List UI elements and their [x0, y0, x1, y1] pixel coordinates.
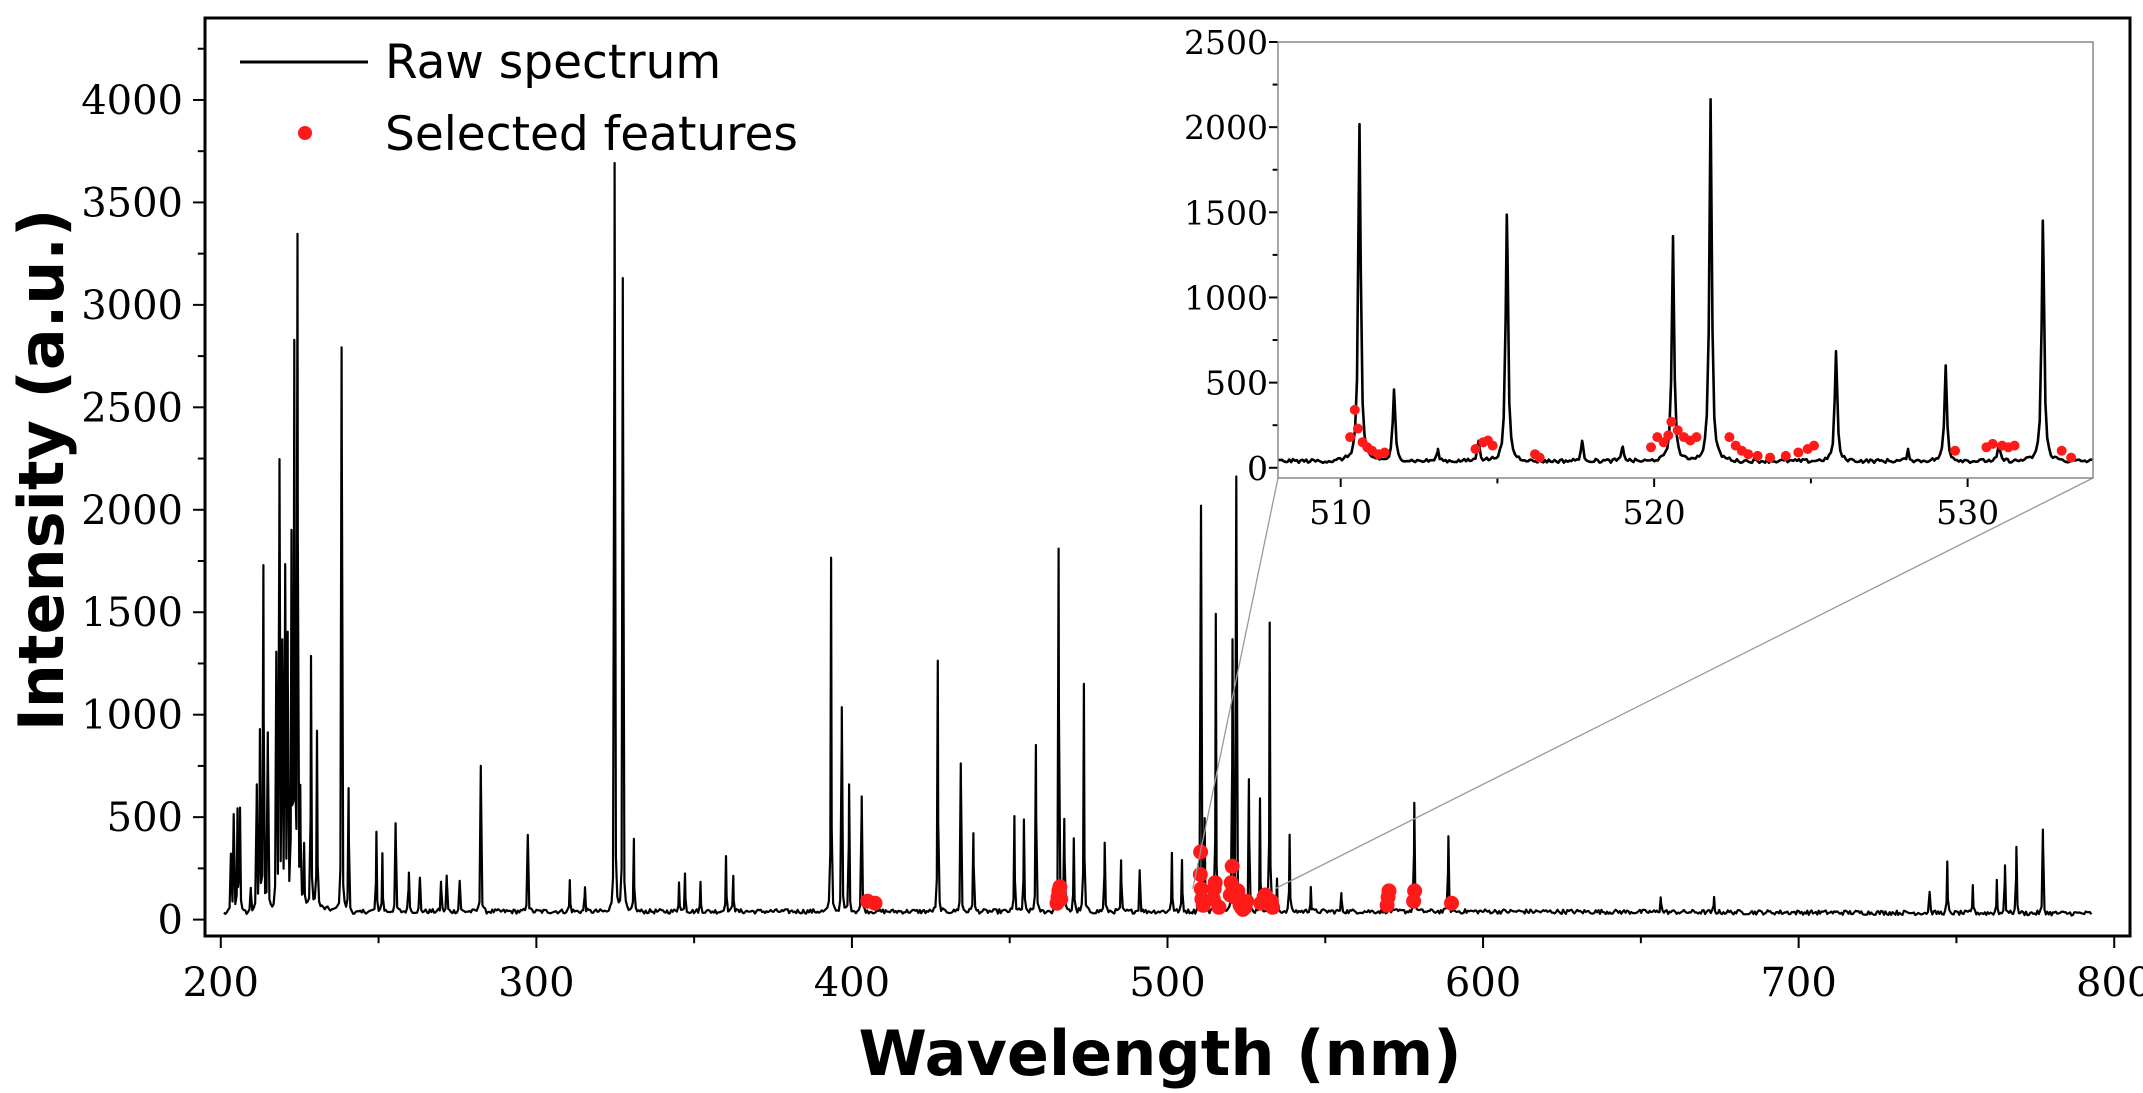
selected-feature-point — [2009, 440, 2020, 451]
x-tick-label: 700 — [1760, 960, 1836, 1006]
selected-feature-point — [1345, 432, 1356, 443]
selected-feature-point — [1407, 883, 1423, 899]
y-tick-label: 3500 — [81, 180, 183, 226]
selected-feature-point — [1691, 432, 1702, 443]
zoom-connector-lines — [1192, 477, 2094, 890]
selected-feature-point — [1470, 444, 1481, 454]
y-tick-label: 0 — [158, 898, 183, 944]
y-tick-label: 0 — [1247, 449, 1268, 488]
x-tick-label: 400 — [814, 960, 890, 1006]
selected-feature-point — [1809, 440, 1819, 451]
inset-plot-frame — [1277, 41, 2094, 479]
y-tick-label: 1000 — [1184, 278, 1268, 317]
selected-feature-point — [1207, 875, 1223, 891]
y-tick-label: 4000 — [81, 78, 183, 124]
legend-label-raw-spectrum: Raw spectrum — [385, 35, 721, 90]
selected-feature-point — [1265, 899, 1281, 915]
selected-feature-point — [867, 895, 883, 911]
selected-feature-point — [1444, 895, 1459, 911]
y-tick-label: 1500 — [1184, 193, 1268, 232]
selected-feature-point — [1534, 452, 1545, 463]
inset-selected-features — [1345, 404, 2077, 463]
selected-feature-point — [1053, 891, 1069, 907]
x-axis-title: Wavelength (nm) — [858, 1017, 1461, 1090]
y-tick-label: 1000 — [81, 693, 183, 739]
y-tick-label: 500 — [1205, 364, 1268, 403]
y-tick-label: 500 — [107, 795, 183, 841]
selected-feature-point — [1672, 425, 1683, 436]
selected-feature-point — [1780, 450, 1791, 461]
x-tick-label: 500 — [1129, 960, 1205, 1006]
selected-feature-point — [1752, 450, 1763, 461]
selected-feature-point — [1663, 430, 1674, 441]
selected-feature-point — [2056, 445, 2067, 456]
main-selected-features — [860, 844, 1459, 917]
selected-feature-point — [1239, 893, 1255, 909]
selected-feature-point — [1666, 416, 1677, 427]
selected-feature-point — [1379, 447, 1390, 458]
selected-feature-point — [1950, 445, 1961, 456]
x-tick-label: 800 — [2076, 960, 2143, 1006]
x-tick-label: 510 — [1309, 493, 1372, 532]
legend-label-selected-features: Selected features — [385, 107, 798, 162]
zoom-connector-left — [1192, 477, 1279, 890]
inset-background — [1278, 42, 2093, 478]
main-raw-spectrum-line — [223, 161, 2093, 917]
main-plot-frame — [203, 16, 2132, 938]
legend: Raw spectrum Selected features — [240, 35, 798, 162]
main-axes: 200 300 400 500 600 700 800 0 500 1000 1500 2000 250… — [81, 47, 2143, 1006]
main-plot: 200 300 400 500 600 700 800 0 500 1000 1500 2000 250… — [81, 16, 2143, 1006]
selected-feature-point — [1211, 899, 1227, 915]
zoom-connector-right — [1274, 477, 2094, 890]
selected-feature-point — [1765, 452, 1776, 463]
y-tick-label: 2000 — [81, 488, 183, 534]
y-axis-title: Intensity (a.u.) — [5, 209, 78, 732]
y-tick-label: 2500 — [1184, 23, 1268, 62]
selected-feature-point — [1349, 404, 1360, 415]
selected-feature-point — [1224, 858, 1240, 874]
y-tick-label: 2000 — [1184, 108, 1268, 147]
inset-axes: 510 520 530 0 500 1000 1500 2000 2500 — [1184, 23, 1999, 532]
selected-feature-point — [1352, 423, 1363, 434]
inset-raw-spectrum-line — [1277, 98, 2093, 465]
selected-feature-point — [1381, 883, 1397, 899]
selected-feature-point — [1793, 447, 1804, 458]
x-tick-label: 520 — [1623, 493, 1686, 532]
y-tick-label: 1500 — [81, 590, 183, 636]
selected-feature-point — [1743, 449, 1754, 460]
x-tick-label: 200 — [183, 960, 259, 1006]
selected-feature-point — [1987, 438, 1998, 449]
legend-dot-swatch — [298, 126, 312, 140]
selected-feature-point — [2066, 452, 2077, 463]
y-tick-label: 3000 — [81, 283, 183, 329]
selected-feature-point — [1487, 440, 1498, 451]
inset-plot: 510 520 530 0 500 1000 1500 2000 2500 — [1184, 23, 2094, 532]
y-tick-label: 2500 — [81, 385, 183, 431]
selected-feature-point — [1646, 442, 1656, 453]
x-tick-label: 530 — [1936, 493, 1999, 532]
x-tick-label: 600 — [1445, 960, 1521, 1006]
selected-feature-point — [1724, 432, 1735, 443]
x-tick-label: 300 — [498, 960, 574, 1006]
selected-feature-point — [1052, 879, 1068, 895]
